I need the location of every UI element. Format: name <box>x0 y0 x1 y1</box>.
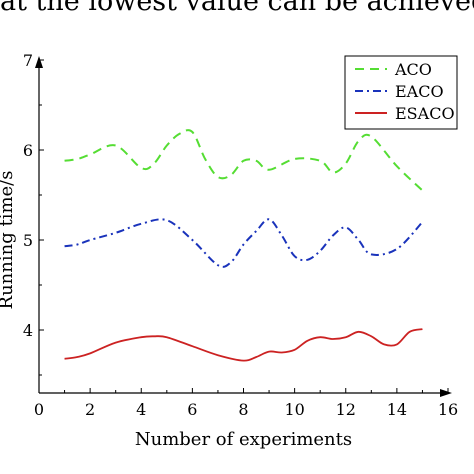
axes: 0 2 4 6 8 10 12 14 16 4 5 6 7 Number of experiments Ru… <box>0 51 458 450</box>
x-tick-label: 8 <box>238 400 248 419</box>
y-tick-label: 7 <box>23 51 33 70</box>
legend-label-aco: ACO <box>394 60 432 79</box>
series-lines <box>64 129 424 362</box>
x-tick-label: 2 <box>85 400 95 419</box>
y-axis-label: Running time/s <box>0 171 17 310</box>
x-tick-label: 14 <box>387 400 407 419</box>
x-tick-label: 10 <box>284 400 304 419</box>
y-tick-label: 5 <box>23 231 33 250</box>
legend: ACO EACO ESACO <box>344 55 458 130</box>
figure-caption-fragment: at the lowest value can be achieved usin… <box>0 0 474 17</box>
series-line-esaco <box>64 328 423 362</box>
legend-label-esaco: ESACO <box>395 104 455 123</box>
y-axis-arrow <box>35 56 43 68</box>
x-tick-label: 12 <box>336 400 356 419</box>
x-tick-label: 16 <box>438 400 458 419</box>
x-tick-label: 0 <box>34 400 44 419</box>
x-tick-label: 6 <box>187 400 197 419</box>
y-tick-label: 6 <box>23 141 33 160</box>
y-tick-label: 4 <box>23 321 33 340</box>
series-line-eaco <box>64 218 424 268</box>
series-line-aco <box>64 129 424 192</box>
legend-label-eaco: EACO <box>395 82 444 101</box>
x-axis-label: Number of experiments <box>135 429 352 450</box>
x-axis-arrow <box>440 389 452 397</box>
x-tick-label: 4 <box>136 400 146 419</box>
